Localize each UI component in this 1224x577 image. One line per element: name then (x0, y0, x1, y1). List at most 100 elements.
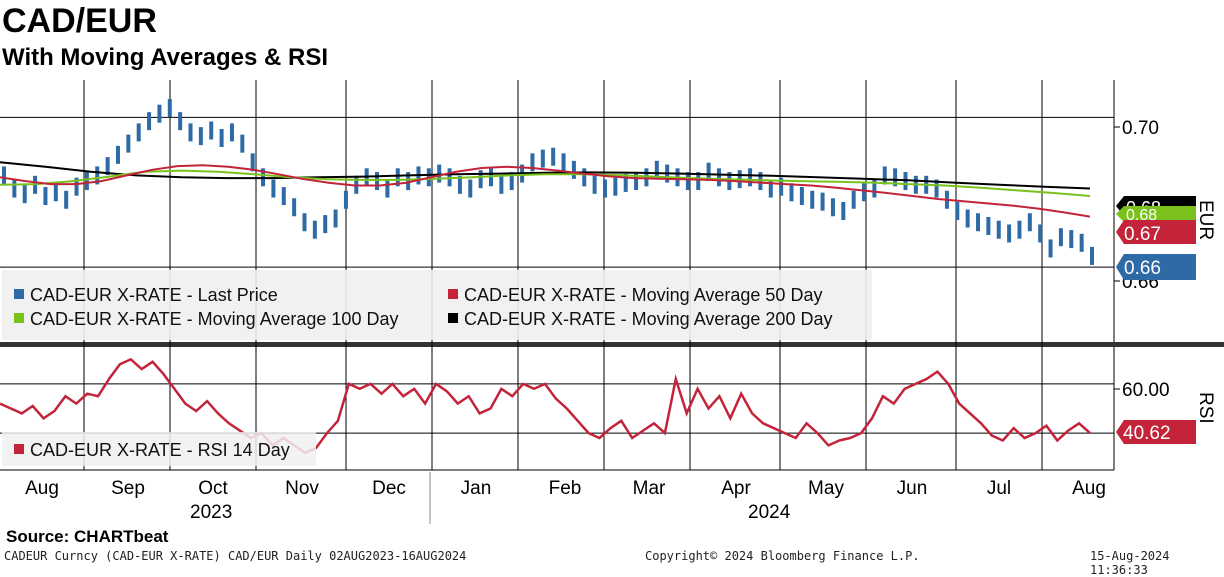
price-bar (105, 157, 110, 176)
price-bar (198, 127, 203, 146)
chart-title: CAD/EUR (2, 2, 157, 40)
price-bar (830, 198, 835, 217)
x-tick-label: Oct (198, 478, 228, 499)
price-bar (271, 179, 276, 198)
price-bar (530, 153, 535, 172)
price-bar (395, 168, 400, 187)
x-tick-label: Aug (1072, 478, 1106, 499)
price-bar (229, 123, 234, 142)
price-bar (540, 149, 545, 168)
price-bar (457, 175, 462, 194)
tag-last-price-label: 0.66 (1124, 258, 1161, 279)
footer-copyright: Copyright© 2024 Bloomberg Finance L.P. (645, 549, 920, 563)
price-bar (862, 183, 867, 202)
rsi-polyline (0, 357, 1091, 455)
rsi-axis-title: RSI (1195, 392, 1216, 424)
x-tick-label: Apr (721, 478, 751, 499)
price-bar (571, 160, 576, 179)
price-bar (312, 220, 317, 239)
x-tick-label: Nov (285, 478, 319, 499)
price-bar (976, 213, 981, 232)
price-bar (468, 179, 473, 198)
price-bar (882, 166, 887, 185)
price-bar (406, 172, 411, 191)
tag-ma100-label: 0.68 (1126, 207, 1157, 224)
footer-timestamp: 15-Aug-2024 11:36:33 (1090, 549, 1170, 577)
price-bar (561, 153, 566, 172)
price-bar (986, 216, 991, 235)
price-bar (323, 215, 328, 234)
price-bar (1058, 228, 1063, 247)
year-label-2023: 2023 (190, 502, 232, 523)
price-bar (292, 198, 297, 217)
tag-ma50: 0.67 (1116, 220, 1196, 245)
price-bar (302, 213, 307, 232)
x-tick-label: Jul (987, 478, 1011, 499)
x-tick-label: Sep (111, 478, 145, 499)
price-bar (934, 179, 939, 198)
chart-subtitle: With Moving Averages & RSI (2, 44, 329, 71)
price-bar (1079, 233, 1084, 252)
price-bar (613, 177, 618, 196)
price-bar (188, 123, 193, 142)
price-bar (95, 166, 100, 185)
year-label-2024: 2024 (748, 502, 791, 523)
panel-divider[interactable] (0, 342, 1224, 347)
price-bar (74, 177, 79, 196)
legend-swatch-ma100 (14, 313, 24, 323)
price-axis-title: EUR (1195, 200, 1216, 240)
rsi-line (0, 357, 1091, 455)
price-bar (810, 190, 815, 209)
rsi-legend-box (2, 432, 316, 466)
moving-average-lines (0, 161, 1091, 218)
tag-ma50-label: 0.67 (1124, 224, 1161, 245)
price-bar (955, 202, 960, 220)
x-tick-label: Dec (372, 478, 406, 499)
price-bar (789, 183, 794, 202)
legend-swatch-price (14, 289, 24, 299)
price-bar (768, 179, 773, 198)
price-bar (147, 112, 152, 131)
price-bar (716, 168, 721, 187)
legend-label-price: CAD-EUR X-RATE - Last Price (30, 285, 278, 305)
price-bar (12, 179, 17, 198)
price-bar (64, 190, 69, 209)
footer-left: CADEUR Curncy (CAD-EUR X-RATE) CAD/EUR D… (4, 549, 467, 563)
tag-last-price: 0.66 (1116, 254, 1196, 280)
price-bar (779, 177, 784, 196)
ma-line-3 (0, 161, 1091, 190)
x-tick-label: Aug (25, 478, 59, 499)
price-bar (872, 179, 877, 198)
price-bar (1069, 230, 1074, 249)
legend-label-rsi: CAD-EUR X-RATE - RSI 14 Day (30, 440, 290, 460)
price-bar (965, 209, 970, 228)
price-bar (333, 209, 338, 228)
tag-rsi-label: 40.62 (1123, 423, 1171, 444)
price-bar (1090, 246, 1094, 265)
price-bar (509, 172, 514, 191)
price-bar (437, 164, 442, 183)
price-bar (240, 134, 245, 153)
price-bar (706, 162, 711, 181)
ma-line-2 (0, 169, 1091, 197)
price-bar (748, 168, 753, 187)
legend-label-ma100: CAD-EUR X-RATE - Moving Average 100 Day (30, 309, 398, 329)
price-bar (644, 168, 649, 187)
x-tick-label: Jun (897, 478, 928, 499)
price-bar (22, 185, 27, 204)
price-bar (654, 160, 659, 179)
x-tick-label: Jan (461, 478, 492, 499)
legend-label-ma50: CAD-EUR X-RATE - Moving Average 50 Day (464, 285, 822, 305)
price-bar (551, 147, 556, 166)
price-bar (385, 179, 390, 198)
x-axis-labels: Aug Sep Oct Nov Dec Jan Feb Mar Apr May Jun Jul Aug (25, 478, 1106, 499)
price-bar (893, 168, 898, 187)
ytick-070: 0.70 (1122, 118, 1159, 139)
price-bar (685, 172, 690, 191)
price-bar (820, 192, 825, 211)
price-bar (53, 183, 58, 202)
price-bar (250, 153, 255, 172)
price-bar (696, 172, 701, 191)
price-bar (375, 172, 380, 191)
